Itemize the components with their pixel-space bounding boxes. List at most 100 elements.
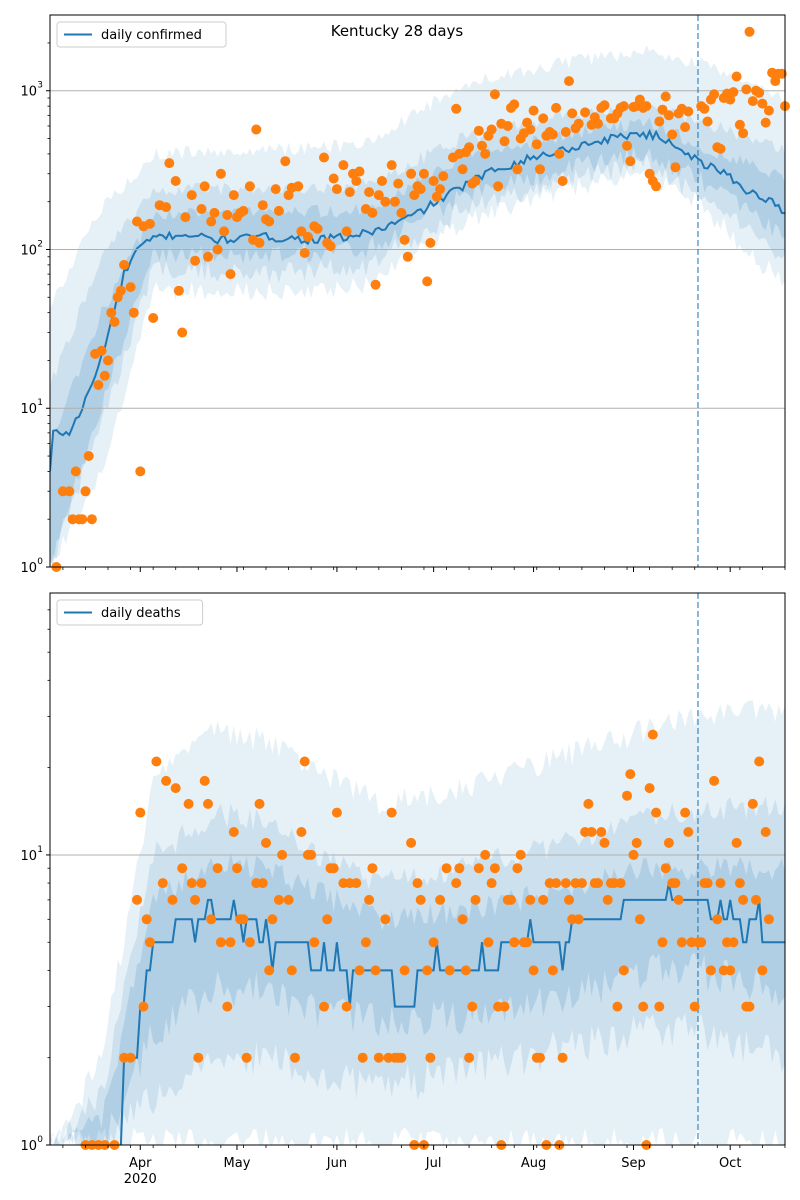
data-point	[109, 316, 120, 327]
data-point	[80, 486, 91, 497]
data-point	[596, 827, 607, 837]
data-point	[103, 355, 113, 366]
data-point	[209, 207, 220, 218]
legend: daily confirmed	[56, 21, 227, 48]
data-point	[222, 1001, 233, 1012]
data-point	[525, 894, 536, 905]
data-point	[641, 101, 652, 112]
data-point	[273, 205, 284, 216]
chart-title: Kentucky 28 days	[331, 22, 464, 40]
data-point	[435, 184, 446, 195]
data-point	[535, 1052, 545, 1063]
data-point	[654, 116, 665, 127]
data-point	[277, 849, 288, 860]
data-point	[702, 878, 713, 889]
data-point	[499, 136, 510, 147]
data-point	[238, 914, 249, 925]
data-point	[715, 878, 726, 889]
data-point	[367, 863, 378, 874]
data-point	[144, 218, 155, 229]
data-point	[754, 87, 765, 98]
data-point	[715, 143, 726, 154]
data-point	[618, 101, 629, 112]
data-point	[380, 914, 391, 925]
data-point	[412, 878, 423, 889]
data-point	[257, 878, 268, 889]
data-point	[215, 937, 226, 948]
data-point	[241, 1052, 252, 1063]
data-point	[283, 894, 294, 905]
data-point	[261, 837, 271, 848]
data-point	[425, 1052, 436, 1063]
x-tick-label: May	[224, 1156, 251, 1171]
data-point	[309, 937, 320, 948]
data-point	[622, 790, 632, 801]
data-point	[425, 237, 436, 248]
data-point	[212, 244, 223, 255]
data-point	[70, 466, 81, 477]
data-point	[64, 486, 75, 497]
data-point	[328, 173, 339, 184]
confidence-band-3	[50, 117, 785, 566]
data-point	[651, 181, 662, 192]
data-point	[744, 26, 755, 37]
data-point	[386, 160, 397, 171]
data-point	[547, 129, 558, 140]
data-point	[96, 345, 107, 356]
data-point	[738, 894, 749, 905]
data-point	[728, 937, 739, 948]
data-point	[712, 914, 723, 925]
legend: daily deaths	[56, 599, 204, 626]
data-point	[583, 798, 594, 809]
data-point	[406, 837, 417, 848]
y-tick-exponent: 0	[37, 557, 43, 567]
data-point	[551, 878, 562, 889]
data-point	[751, 894, 761, 905]
data-point	[331, 184, 342, 195]
data-point	[370, 965, 381, 976]
data-point	[357, 1052, 368, 1063]
data-point	[141, 914, 152, 925]
data-point	[157, 878, 168, 889]
data-point	[528, 105, 539, 116]
data-point	[418, 168, 429, 179]
data-point	[186, 878, 197, 889]
data-point	[502, 121, 513, 131]
y-tick-label: 10	[20, 1139, 37, 1154]
data-point	[270, 184, 281, 195]
data-point	[170, 783, 181, 794]
data-point	[215, 168, 226, 179]
data-point	[164, 158, 175, 169]
data-point	[580, 107, 591, 118]
data-point	[119, 259, 130, 270]
data-point	[634, 94, 645, 105]
data-point	[657, 937, 668, 948]
data-point	[206, 216, 217, 227]
y-tick-exponent: 0	[37, 1135, 43, 1145]
data-point	[564, 894, 574, 905]
data-point	[709, 775, 720, 786]
data-point	[306, 849, 317, 860]
data-point	[396, 1052, 407, 1063]
data-point	[161, 202, 172, 213]
data-point	[612, 1001, 623, 1012]
data-point	[667, 129, 678, 140]
confidence-band-1	[50, 700, 785, 1145]
data-point	[254, 798, 265, 809]
data-point	[705, 965, 716, 976]
data-point	[515, 849, 526, 860]
y-tick-label: 10	[20, 561, 37, 576]
data-point	[760, 827, 771, 837]
data-point	[148, 313, 159, 323]
data-point	[696, 937, 707, 948]
data-point	[370, 279, 381, 290]
data-point	[180, 212, 191, 223]
data-point	[196, 204, 207, 214]
data-point	[551, 102, 562, 113]
data-point	[586, 827, 597, 837]
data-point	[380, 196, 391, 207]
data-point	[647, 729, 658, 740]
data-point	[564, 76, 574, 87]
data-point	[244, 937, 255, 948]
data-point	[99, 370, 110, 381]
